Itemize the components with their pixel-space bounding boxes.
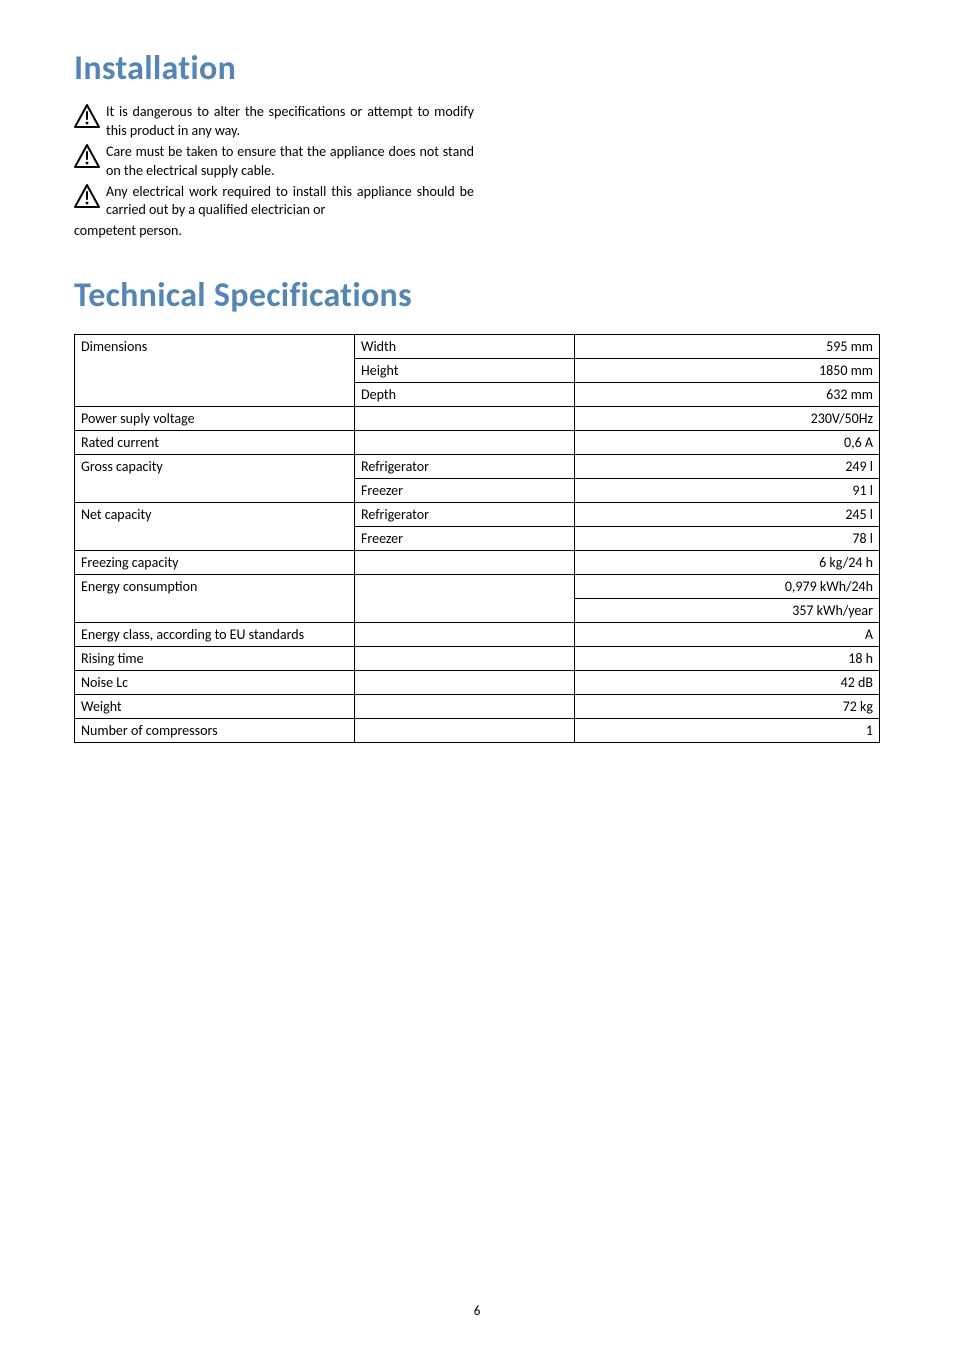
spec-value-cell: 249 l <box>575 455 880 479</box>
warning-item: Any electrical work required to install … <box>74 183 474 221</box>
spec-sub-cell <box>355 623 575 647</box>
spec-sub-cell: Refrigerator <box>355 503 575 527</box>
spec-label-cell: Rising time <box>75 647 355 671</box>
spec-sub-cell: Depth <box>355 383 575 407</box>
table-row: Noise Lc 42 dB <box>75 671 880 695</box>
table-row: Energy class, according to EU standards A <box>75 623 880 647</box>
warning-trail-text: competent person. <box>74 222 474 241</box>
table-row: Energy consumption0,979 kWh/24h <box>75 575 880 599</box>
table-row: Rated current 0,6 A <box>75 431 880 455</box>
spec-label-cell: Rated current <box>75 431 355 455</box>
warning-item: Care must be taken to ensure that the ap… <box>74 143 474 181</box>
specifications-table: DimensionsWidth595 mmHeight1850 mmDepth6… <box>74 334 880 743</box>
table-row: Number of compressors 1 <box>75 719 880 743</box>
spec-label-cell: Weight <box>75 695 355 719</box>
table-row: Power suply voltage 230V/50Hz <box>75 407 880 431</box>
warning-text: It is dangerous to alter the specificati… <box>106 103 474 141</box>
spec-label-cell: Noise Lc <box>75 671 355 695</box>
table-row: DimensionsWidth595 mm <box>75 335 880 359</box>
spec-sub-cell <box>355 407 575 431</box>
spec-label-cell: Dimensions <box>75 335 355 407</box>
spec-value-cell: 72 kg <box>575 695 880 719</box>
spec-value-cell: 91 l <box>575 479 880 503</box>
spec-sub-cell <box>355 575 575 623</box>
spec-label-cell: Energy class, according to EU standards <box>75 623 355 647</box>
spec-sub-cell <box>355 719 575 743</box>
spec-label-cell: Power suply voltage <box>75 407 355 431</box>
spec-label-cell: Gross capacity <box>75 455 355 503</box>
spec-value-cell: 42 dB <box>575 671 880 695</box>
spec-label-cell: Net capacity <box>75 503 355 551</box>
spec-sub-cell <box>355 671 575 695</box>
warning-icon <box>74 104 100 134</box>
spec-value-cell: 0,979 kWh/24h <box>575 575 880 599</box>
spec-sub-cell <box>355 695 575 719</box>
table-row: Freezing capacity 6 kg/24 h <box>75 551 880 575</box>
warnings-block: It is dangerous to alter the specificati… <box>74 103 474 241</box>
spec-sub-cell <box>355 647 575 671</box>
spec-label-cell: Energy consumption <box>75 575 355 623</box>
spec-value-cell: 6 kg/24 h <box>575 551 880 575</box>
spec-value-cell: 595 mm <box>575 335 880 359</box>
spec-value-cell: 632 mm <box>575 383 880 407</box>
spec-sub-cell: Freezer <box>355 527 575 551</box>
table-row: Net capacityRefrigerator245 l <box>75 503 880 527</box>
page-number: 6 <box>0 1304 954 1319</box>
warning-icon <box>74 184 100 214</box>
spec-sub-cell <box>355 431 575 455</box>
spec-value-cell: 1 <box>575 719 880 743</box>
warning-text: Any electrical work required to install … <box>106 183 474 221</box>
spec-value-cell: 78 l <box>575 527 880 551</box>
spec-value-cell: 0,6 A <box>575 431 880 455</box>
spec-value-cell: 230V/50Hz <box>575 407 880 431</box>
spec-sub-cell: Width <box>355 335 575 359</box>
spec-value-cell: 18 h <box>575 647 880 671</box>
spec-label-cell: Freezing capacity <box>75 551 355 575</box>
spec-value-cell: A <box>575 623 880 647</box>
spec-value-cell: 1850 mm <box>575 359 880 383</box>
spec-label-cell: Number of compressors <box>75 719 355 743</box>
spec-sub-cell <box>355 551 575 575</box>
installation-heading: Installation <box>74 48 880 89</box>
table-row: Rising time 18 h <box>75 647 880 671</box>
spec-value-cell: 245 l <box>575 503 880 527</box>
spec-value-cell: 357 kWh/year <box>575 599 880 623</box>
spec-sub-cell: Freezer <box>355 479 575 503</box>
spec-sub-cell: Refrigerator <box>355 455 575 479</box>
technical-heading: Technical Specifications <box>74 275 880 316</box>
table-row: Weight 72 kg <box>75 695 880 719</box>
spec-sub-cell: Height <box>355 359 575 383</box>
warning-text: Care must be taken to ensure that the ap… <box>106 143 474 181</box>
warning-icon <box>74 144 100 174</box>
warning-item: It is dangerous to alter the specificati… <box>74 103 474 141</box>
table-row: Gross capacityRefrigerator249 l <box>75 455 880 479</box>
